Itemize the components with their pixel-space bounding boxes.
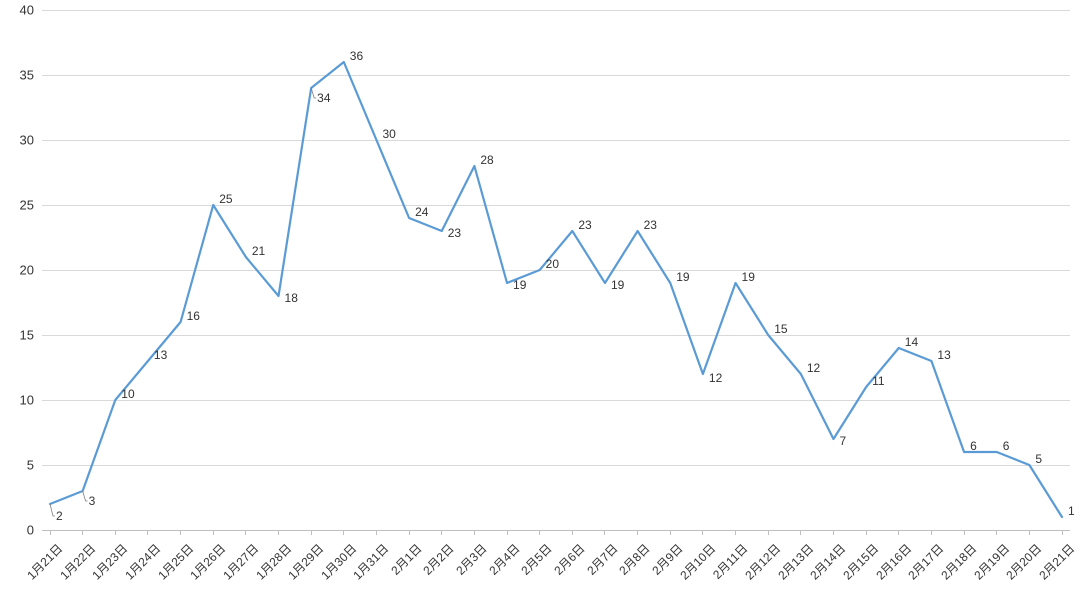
data-label: 13 [937,348,950,362]
data-label: 12 [709,371,722,385]
data-label: 10 [121,387,134,401]
data-label: 13 [154,348,167,362]
data-label: 23 [578,218,591,232]
leader-lines [0,0,1080,592]
data-label: 7 [839,434,846,448]
data-label: 21 [252,244,265,258]
data-label: 18 [285,291,298,305]
line-chart: 05101520253035401月21日1月22日1月23日1月24日1月25… [0,0,1080,592]
data-label: 15 [774,322,787,336]
data-label: 1 [1068,504,1075,518]
data-label: 34 [317,91,330,105]
data-label: 11 [872,374,884,388]
data-label: 12 [807,361,820,375]
data-label: 24 [415,205,428,219]
data-label: 5 [1035,452,1042,466]
data-label: 2 [56,509,63,523]
data-label: 20 [546,257,559,271]
data-label: 3 [89,494,96,508]
data-label: 23 [448,226,461,240]
data-label: 36 [350,49,363,63]
data-label: 6 [970,439,977,453]
data-label: 19 [676,270,689,284]
data-label: 16 [187,309,200,323]
data-label: 19 [513,278,526,292]
data-label: 25 [219,192,232,206]
data-label: 23 [644,218,657,232]
data-label: 19 [742,270,755,284]
data-label: 28 [480,153,493,167]
data-label: 14 [905,335,918,349]
data-label: 30 [382,127,395,141]
data-label: 19 [611,278,624,292]
data-label: 6 [1003,439,1010,453]
